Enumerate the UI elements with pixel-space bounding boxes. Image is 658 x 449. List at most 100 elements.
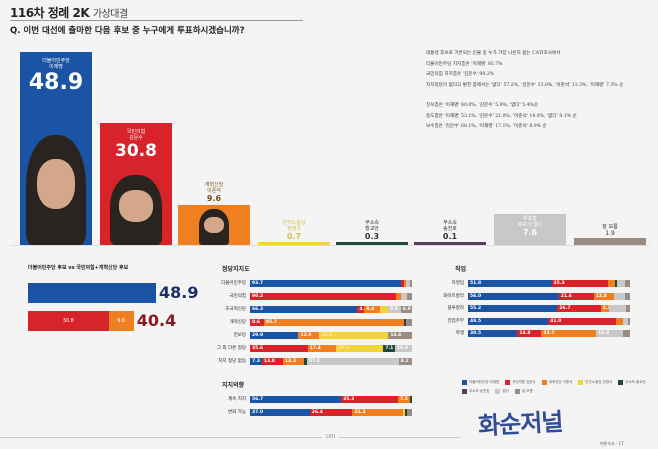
bar-segment [400,293,408,300]
row-label: 계속 지지 [228,397,246,402]
candidate-party: 잘 모름 [602,224,618,230]
bar-segment: 10.3 [394,345,412,352]
bar-segment: 13.0 [261,358,283,365]
bar-segment: 8.0 [387,306,401,313]
stacked-bar: 56.0 21.6 12.8 [468,292,630,300]
candidate-bar: 투표할 후보가 없다 7.6 [494,214,566,245]
page-title: 116차 정례 2K 가상대결 [10,4,128,21]
bar-segment: 4.3 [357,306,365,313]
candidate-party: 개혁신당 [204,182,224,188]
stacked-bar: 90.2 [250,293,412,300]
legend-swatch [541,380,547,385]
party-support-title: 정당지지도 [222,266,250,273]
bar-segment: 37.0 [250,408,310,416]
legend-item: 무소속 송진호 [462,389,489,394]
candidate-label: 국민의힘 김문수 30.8 [100,129,172,161]
bar-segment [407,293,412,300]
bar-segment: 93.7 [250,280,402,287]
bar-segment [614,292,626,300]
bar-segment: 26.4 [309,408,353,416]
candidate-bar: 무소속 송진호 0.1 [414,220,486,245]
bar-segment [403,280,406,287]
candidate-value: 0.1 [442,232,458,241]
method-label: CATI [322,434,339,439]
candidate-name: 권영국 [287,226,301,232]
note-line: 국민의힘 지지층은 '김문수' 90.2% [426,72,494,77]
bar-segment [379,306,388,313]
bar-segment: 8.6 [250,319,264,326]
candidate-photo [110,175,162,245]
bar-segment [623,317,628,325]
legend-label: 더불어민주당 이재명 [469,380,500,384]
bar-segment [404,319,407,326]
candidate-party: 국민의힘 [126,129,146,136]
legend-label: 개혁신당 이준석 [548,380,573,384]
bar-segment: 12.9 [298,332,320,339]
legend-swatch [462,389,467,394]
opposition-total-value: 40.4 [136,311,177,330]
candidate-value: 30.8 [115,141,157,162]
title-light: 가상대결 [92,9,128,20]
candidate-party: 무소속 [443,220,457,226]
bar-segment: 14.6 [388,332,412,339]
bar-segment: 35.3 [341,396,398,403]
bar-segment: 57.2 [306,358,399,365]
legend-item: 무소속 황교안 [618,380,646,385]
stacked-bar: 49.5 41.9 [468,317,630,325]
bar-segment: 56.7 [250,396,342,403]
bar-segment: 17.4 [307,345,336,352]
stacked-bar: 66.34.39.4 8.06.9 [250,306,412,313]
opposition-segment: 9.6 [108,311,134,331]
row-label: 블루칼라 [447,306,464,311]
dem-total-bar [28,283,156,303]
bar-segment [627,317,630,325]
legend: 더불어민주당 이재명 국민의힘 김문수 개혁신당 이준석 민주노동당 권영국 무소속 황… [462,380,654,394]
stacked-bar: 7.3 13.0 13.3 57.2 8.2 [250,358,412,365]
comparison-title: 더불어민주당 후보 vs 국민의힘+개혁신당 후보 [28,265,129,271]
candidate-bar [178,205,250,245]
bar-segment: 35.6 [250,345,308,352]
candidate-party: 무소속 [365,220,379,226]
bar-segment: 35.3 [551,280,609,287]
bar-segment: 29.3 [335,345,384,352]
bar-segment [407,408,413,416]
stacked-bar: 56.7 35.3 7.5 [250,396,412,403]
bar-segment: 55.2 [468,305,558,312]
candidate-name: 황교안 [365,226,379,232]
note-line: 더불어민주당 지지층은 '이재명' 93.7% [426,61,503,67]
bar-segment: 66.3 [250,306,358,313]
candidate-bar: 잘 모름 1.9 [574,224,646,245]
note-line: 진보층은 '이재명' 80.0%, '김문수' 5.9%, '없다' 5.4%순 [426,103,539,108]
legend-label: 잘 모름 [521,389,533,393]
legend-label: 무소속 황교안 [625,380,646,384]
intent-title: 지지의향 [222,382,245,389]
legend-swatch [514,389,520,394]
title-divider [10,20,303,21]
bar-segment [608,280,616,287]
note-line: 보수층은 '김문수' 68.1%, '이재명' 17.1%, '이준석' 8.9… [426,124,547,129]
legend-item: 더불어민주당 이재명 [462,380,499,385]
legend-item: 잘 모름 [514,389,533,394]
bar-segment: 7.1 [383,345,395,352]
candidate-photo [26,135,86,245]
row-label: 개혁신당 [229,320,246,325]
candidate-value: 0.3 [364,232,380,241]
bar-segment: 31.3 [352,408,404,416]
row-label: 국민의힘 [229,294,246,299]
bar-segment [625,292,630,300]
row-label: 화이트칼라 [443,293,464,299]
footer-divider [0,437,460,438]
bar-segment [625,305,630,312]
bar-segment [615,280,618,287]
candidate-name: 이준석 [207,188,221,194]
bar-segment: 43.6 [319,332,389,339]
bar-segment [617,280,626,287]
bar-segment: 30.5 [468,330,518,337]
row-label: 진보당 [233,333,246,338]
analysis-note: 대통령 후보로 거론되는 인물 중 누가 가장 나은지 묻는 CATI조사에서 더… [426,49,656,133]
note-line: 중도층은 '이재명' 53.1%, '김문수' 21.0%, '이준석' 14.… [426,113,577,119]
row-label: 그 외 다른 정당 [216,346,246,351]
bar-segment: 33.7 [541,330,596,337]
bar-segment: 21.6 [558,292,594,300]
candidate-label: 개혁신당 이준석 9.6 [178,182,250,203]
